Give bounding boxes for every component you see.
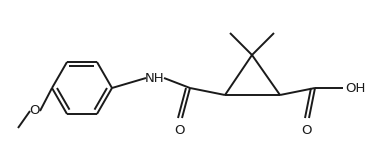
Text: O: O — [302, 123, 312, 137]
Text: O: O — [175, 123, 185, 137]
Text: NH: NH — [145, 71, 165, 85]
Text: OH: OH — [345, 81, 365, 94]
Text: O: O — [30, 104, 40, 117]
